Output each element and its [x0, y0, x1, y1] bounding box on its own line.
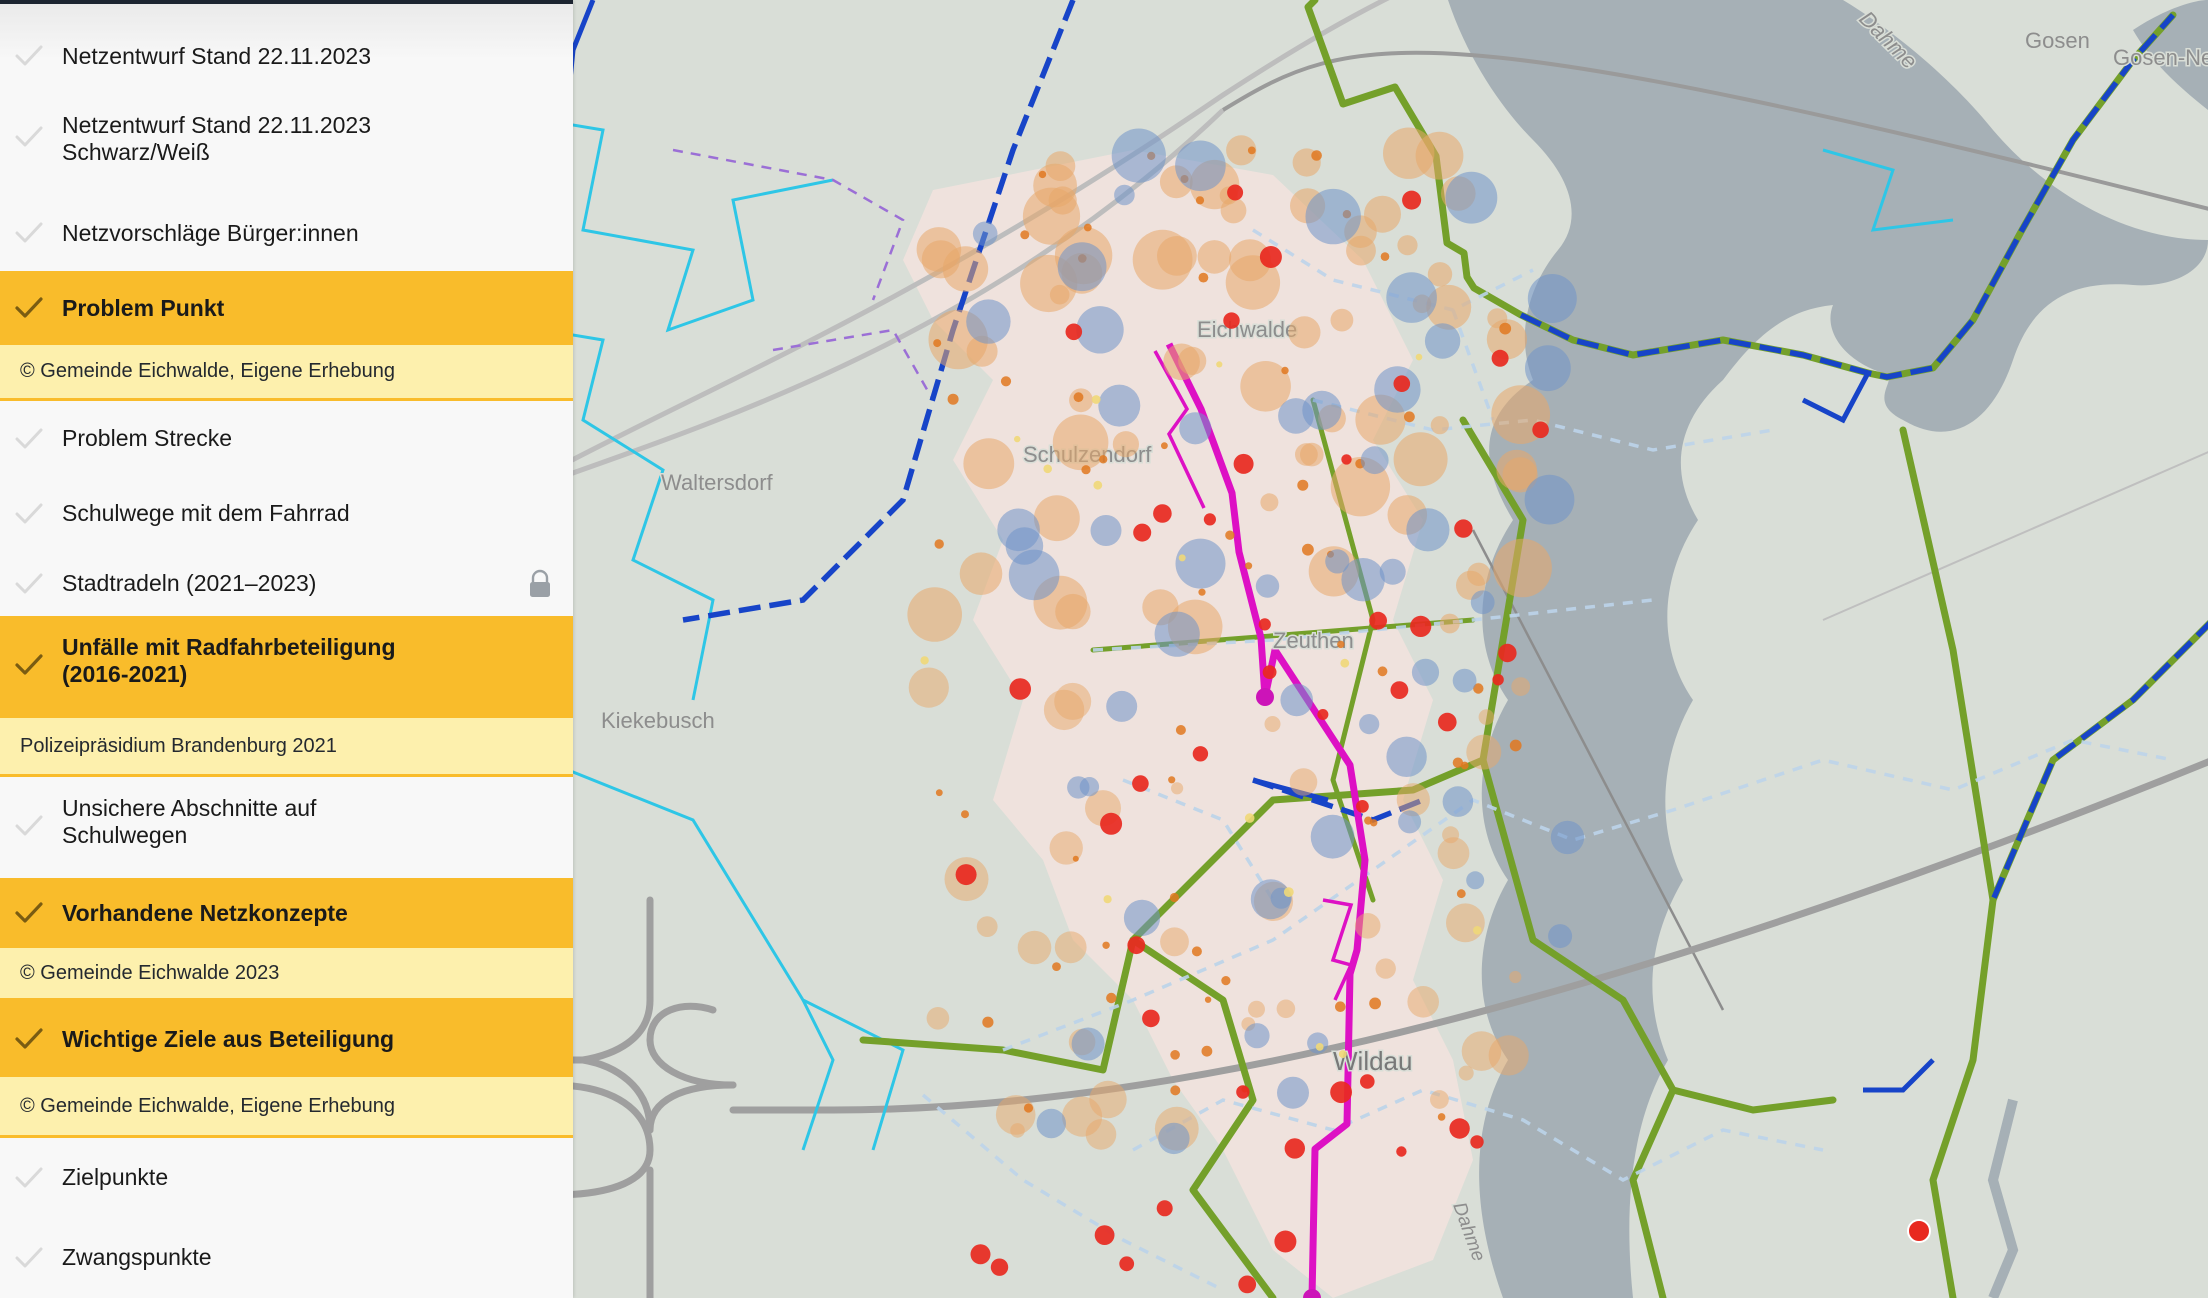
svg-text:Waltersdorf: Waltersdorf [661, 470, 774, 495]
svg-text:Wildau: Wildau [1333, 1046, 1412, 1076]
svg-text:Kiekebusch: Kiekebusch [601, 708, 715, 733]
svg-text:Zeuthen: Zeuthen [1273, 628, 1354, 653]
svg-text:Eichwalde: Eichwalde [1197, 317, 1297, 342]
svg-text:Gosen: Gosen [2025, 28, 2090, 53]
svg-text:Gosen-Neu Z...: Gosen-Neu Z... [2113, 45, 2208, 70]
